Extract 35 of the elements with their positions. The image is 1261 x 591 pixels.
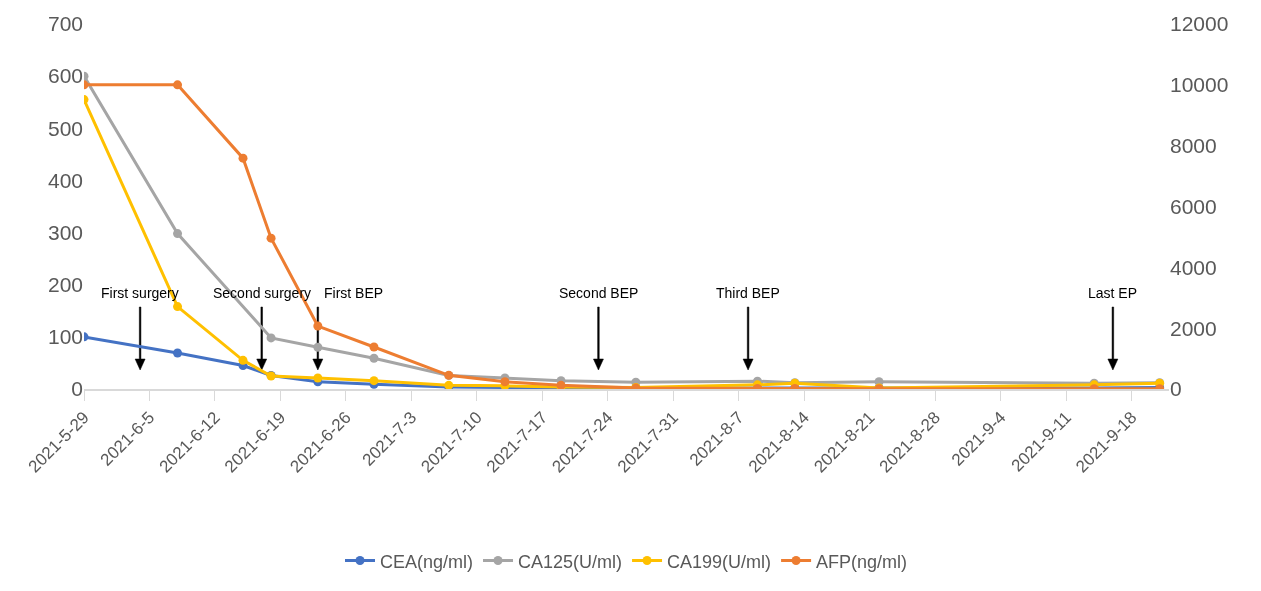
legend-label: CA125(U/ml) <box>518 551 623 572</box>
point <box>173 80 183 90</box>
point <box>369 342 379 352</box>
y2-tick-label: 12000 <box>1170 12 1229 36</box>
ref-line-label: Second BEP <box>559 285 639 301</box>
point <box>266 333 276 343</box>
point <box>500 377 510 387</box>
y2-tick-label: 8000 <box>1170 134 1217 158</box>
legend-label: AFP(ng/ml) <box>816 551 908 572</box>
legend-label: CEA(ng/ml) <box>380 551 474 572</box>
y-tick-label: 0 <box>71 377 83 401</box>
point <box>173 348 183 358</box>
y-tick-label: 400 <box>47 168 83 192</box>
ref-line-label: Third BEP <box>716 285 780 301</box>
ref-line-label: First BEP <box>324 285 384 301</box>
legend-label: CA199(U/ml) <box>667 551 772 572</box>
y2-tick-label: 6000 <box>1170 194 1217 218</box>
y-tick-label: 500 <box>47 116 83 140</box>
y-tick-label: 100 <box>47 325 83 349</box>
point <box>173 302 183 312</box>
y-tick-label: 700 <box>47 12 83 36</box>
y-tick-label: 200 <box>47 273 83 297</box>
point <box>313 373 323 383</box>
point <box>173 229 183 239</box>
y-tick-label: 300 <box>47 220 83 244</box>
y2-tick-label: 4000 <box>1170 255 1217 279</box>
y-tick-label: 600 <box>47 64 83 88</box>
point <box>266 233 276 243</box>
y2-tick-label: 0 <box>1170 377 1182 401</box>
point <box>238 355 248 365</box>
point <box>369 353 379 363</box>
point <box>238 153 248 163</box>
ref-line-label: Last EP <box>1088 285 1138 301</box>
y2-tick-label: 2000 <box>1170 316 1217 340</box>
y2-tick-label: 10000 <box>1170 73 1229 97</box>
